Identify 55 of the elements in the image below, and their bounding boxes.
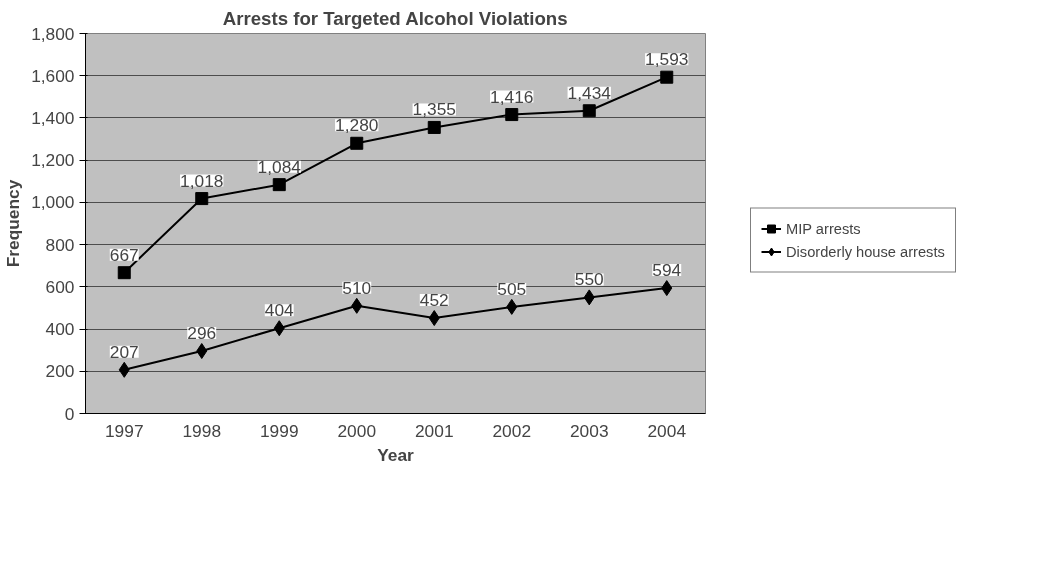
data-label: 1,593 [645, 49, 689, 70]
y-tick-label: 400 [45, 319, 75, 340]
point [196, 343, 208, 360]
chart-title: Arrests for Targeted Alcohol Violations [222, 7, 568, 29]
point [351, 297, 363, 314]
y-tick-label: 1,000 [31, 192, 75, 213]
data-label: 667 [109, 244, 139, 265]
point [583, 289, 595, 306]
y-tick-label: 600 [45, 276, 75, 297]
data-label: 510 [342, 277, 372, 298]
y-tick-label: 200 [45, 361, 75, 382]
x-tick-label: 2000 [337, 420, 377, 441]
data-label: 1,434 [567, 82, 612, 103]
x-tick-label: 1998 [182, 420, 222, 441]
legend-label: MIP arrests [786, 220, 861, 236]
y-tick-label: 1,200 [31, 150, 75, 171]
x-tick-label: 2002 [492, 420, 532, 441]
point [273, 320, 285, 337]
data-label: 1,355 [412, 99, 456, 120]
point [272, 178, 286, 192]
data-label: 452 [419, 290, 449, 311]
data-label: 207 [109, 341, 139, 362]
data-label: 1,280 [335, 115, 379, 136]
data-label: 1,018 [180, 170, 224, 191]
x-tick-label: 1997 [104, 420, 144, 441]
data-label: 296 [187, 323, 217, 344]
y-axis-title: Frequency [3, 179, 24, 268]
point [660, 70, 674, 84]
y-tick-label: 0 [64, 403, 75, 424]
data-label: 1,416 [490, 86, 534, 107]
data-label: 594 [652, 260, 682, 281]
x-tick-label: 1999 [259, 420, 299, 441]
point [428, 310, 440, 327]
point [506, 298, 518, 315]
point [195, 192, 209, 206]
point [661, 280, 673, 297]
point [118, 361, 130, 378]
x-tick-label: 2003 [569, 420, 609, 441]
point [117, 266, 131, 280]
point [505, 108, 519, 122]
point [350, 136, 364, 150]
y-tick-label: 800 [45, 234, 75, 255]
x-axis-title: Year [377, 444, 415, 465]
y-tick-label: 1,400 [31, 107, 75, 128]
point [582, 104, 596, 118]
y-tick-label: 1,800 [31, 23, 75, 44]
legend-label: Disorderly house arrests [786, 243, 945, 259]
y-tick-label: 1,600 [31, 65, 75, 86]
x-tick-label: 2001 [414, 420, 454, 441]
data-label: 505 [497, 278, 527, 299]
x-tick-label: 2004 [647, 420, 687, 441]
data-label: 404 [264, 300, 295, 321]
data-label: 1,084 [257, 156, 302, 177]
point [427, 120, 441, 134]
data-label: 550 [574, 269, 604, 290]
